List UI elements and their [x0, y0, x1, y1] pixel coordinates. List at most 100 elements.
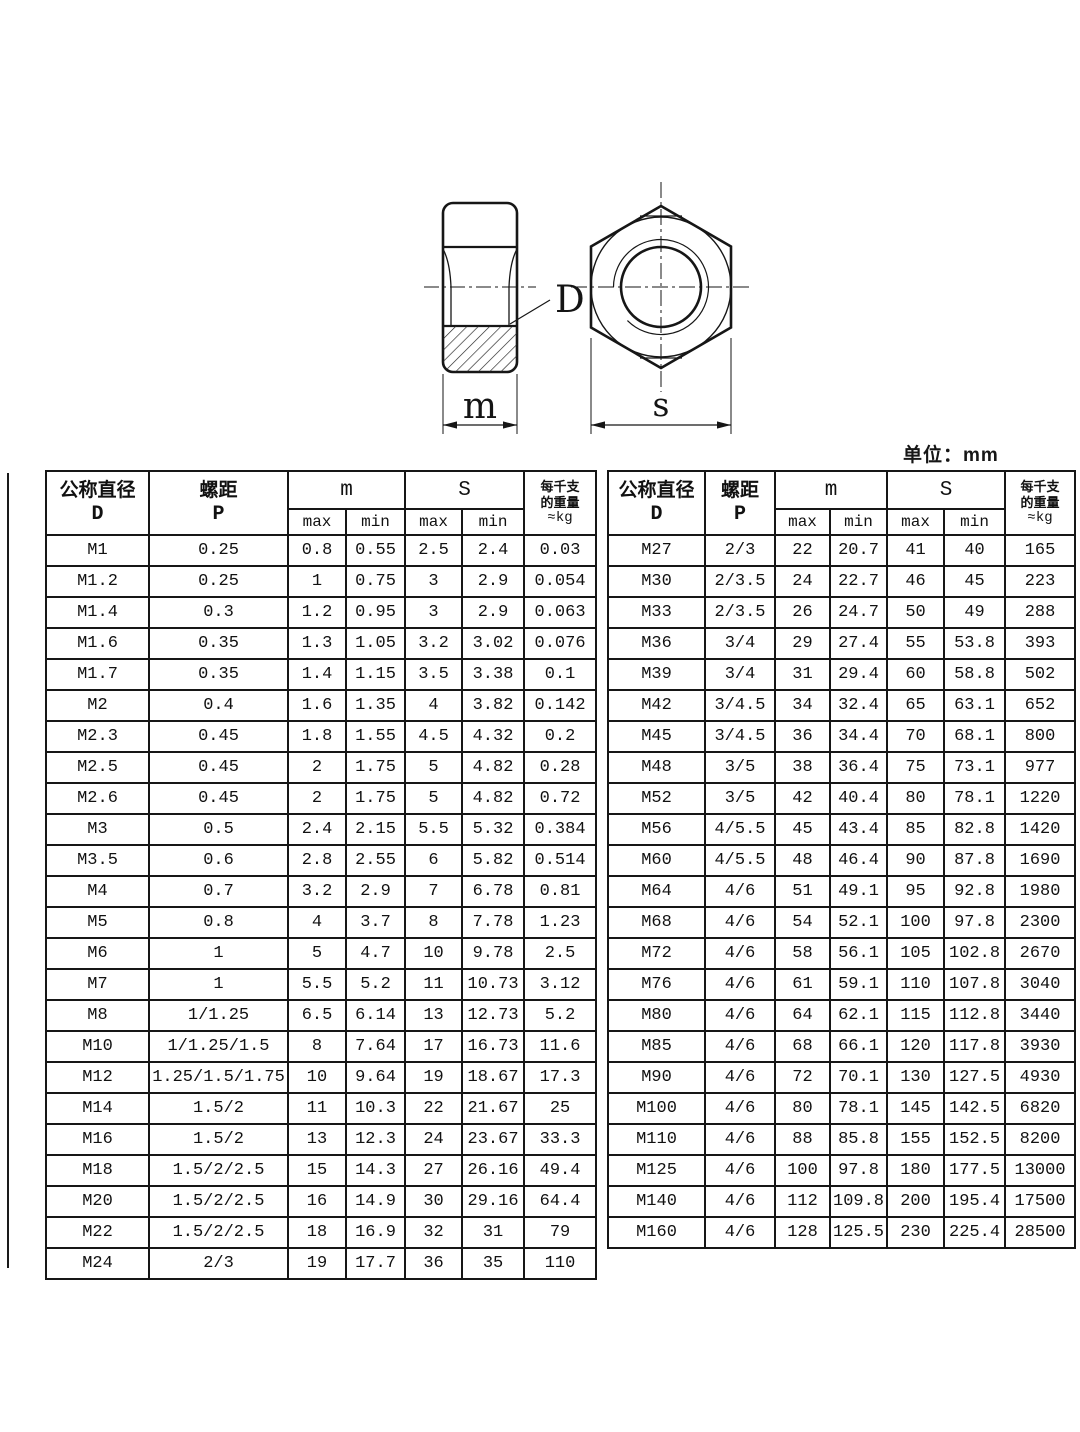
s-dimension — [590, 338, 732, 434]
spec-cell: 0.25 — [148, 565, 289, 598]
spec-cell: 2/3.5 — [704, 596, 776, 629]
spec-cell: 10.73 — [461, 968, 526, 1001]
spec-cell: M2.6 — [45, 782, 150, 815]
spec-cell: 1.5/2/2.5 — [148, 1216, 289, 1249]
spec-cell: 4.32 — [461, 720, 526, 753]
spec-cell: 36 — [404, 1247, 464, 1280]
spec-cell: 97.8 — [828, 1154, 889, 1187]
spec-cell: M30 — [607, 565, 706, 598]
col-header-diameter: 公称直径 D — [607, 470, 706, 536]
spec-cell: 0.063 — [523, 596, 598, 629]
spec-cell: 1420 — [1004, 813, 1077, 846]
spec-row: M36 3/4 29 27.4 55 53.8 393 — [607, 627, 1077, 660]
spec-cell: 3.02 — [461, 627, 526, 660]
col-header-diameter-cn: 公称直径 — [618, 480, 695, 502]
spec-cell: 21.67 — [461, 1092, 526, 1125]
spec-cell: 4/6 — [704, 906, 776, 939]
table-header: 公称直径 D 螺距 P m S 每千支 的重量 ≈kg max min max — [45, 470, 598, 536]
spec-cell: 9.64 — [344, 1061, 407, 1094]
spec-cell: 4/6 — [704, 1123, 776, 1156]
spec-cell: 4.82 — [461, 751, 526, 784]
col-header-weight-line2: 的重量 — [540, 494, 580, 510]
spec-cell: 5.82 — [461, 844, 526, 877]
spec-cell: 41 — [886, 534, 946, 567]
spec-cell: 107.8 — [943, 968, 1007, 1001]
spec-row: M18 1.5/2/2.5 15 14.3 27 26.16 49.4 — [45, 1154, 598, 1187]
spec-cell: 8 — [287, 1030, 347, 1063]
col-header-s-group: S — [886, 470, 1007, 510]
spec-cell: 65 — [886, 689, 946, 722]
col-header-s-min: min — [943, 508, 1007, 536]
spec-cell: 0.55 — [344, 534, 407, 567]
col-header-weight-unit: ≈kg — [547, 510, 573, 527]
spec-cell: M6 — [45, 937, 150, 970]
spec-row: M33 2/3.5 26 24.7 50 49 288 — [607, 596, 1077, 629]
spec-cell: 0.95 — [344, 596, 407, 629]
spec-cell: M1.2 — [45, 565, 150, 598]
spec-cell: 46.4 — [828, 844, 889, 877]
col-header-s-max: max — [886, 508, 946, 536]
spec-cell: 7 — [404, 875, 464, 908]
spec-cell: M7 — [45, 968, 150, 1001]
spec-cell: 3/4.5 — [704, 689, 776, 722]
spec-cell: 195.4 — [943, 1185, 1007, 1218]
spec-cell: 6 — [404, 844, 464, 877]
spec-cell: 70.1 — [828, 1061, 889, 1094]
spec-cell: M12 — [45, 1061, 150, 1094]
spec-cell: 56.1 — [828, 937, 889, 970]
spec-cell: 59.1 — [828, 968, 889, 1001]
spec-row: M6 1 5 4.7 10 9.78 2.5 — [45, 937, 598, 970]
spec-cell: M20 — [45, 1185, 150, 1218]
spec-row: M7 1 5.5 5.2 11 10.73 3.12 — [45, 968, 598, 1001]
spec-cell: 2 — [287, 782, 347, 815]
spec-cell: 5 — [287, 937, 347, 970]
spec-cell: 4.7 — [344, 937, 407, 970]
spec-cell: 1.05 — [344, 627, 407, 660]
spec-cell: 13 — [404, 999, 464, 1032]
spec-cell: M24 — [45, 1247, 150, 1280]
spec-cell: 4 — [404, 689, 464, 722]
spec-cell: 54 — [774, 906, 831, 939]
spec-cell: M110 — [607, 1123, 706, 1156]
col-header-pitch-cn: 螺距 — [720, 480, 759, 502]
spec-cell: M68 — [607, 906, 706, 939]
table-header: 公称直径 D 螺距 P m S 每千支 的重量 ≈kg max min max — [607, 470, 1077, 536]
spec-cell: 3/4 — [704, 658, 776, 691]
spec-cell: 82.8 — [943, 813, 1007, 846]
spec-cell: 2.9 — [344, 875, 407, 908]
spec-row: M140 4/6 112 109.8 200 195.4 17500 — [607, 1185, 1077, 1218]
spec-cell: 3.5 — [404, 658, 464, 691]
spec-cell: 142.5 — [943, 1092, 1007, 1125]
spec-cell: 42 — [774, 782, 831, 815]
m-dimension — [442, 374, 518, 434]
spec-cell: 4/6 — [704, 1216, 776, 1249]
spec-cell: 4/5.5 — [704, 844, 776, 877]
spec-cell: 53.8 — [943, 627, 1007, 660]
spec-cell: 17 — [404, 1030, 464, 1063]
spec-cell: 0.6 — [148, 844, 289, 877]
col-header-m-min: min — [828, 508, 889, 536]
spec-cell: M56 — [607, 813, 706, 846]
spec-cell: 17500 — [1004, 1185, 1077, 1218]
spec-cell: 4 — [287, 906, 347, 939]
spec-cell: M4 — [45, 875, 150, 908]
spec-cell: M36 — [607, 627, 706, 660]
spec-cell: 3 — [404, 596, 464, 629]
spec-cell: 2.9 — [461, 565, 526, 598]
page-border-rule — [7, 473, 9, 1268]
spec-row: M22 1.5/2/2.5 18 16.9 32 31 79 — [45, 1216, 598, 1249]
nut-front-view — [571, 182, 751, 392]
spec-cell: 1.25/1.5/1.75 — [148, 1061, 289, 1094]
spec-row: M16 1.5/2 13 12.3 24 23.67 33.3 — [45, 1123, 598, 1156]
spec-row: M1.4 0.3 1.2 0.95 3 2.9 0.063 — [45, 596, 598, 629]
spec-cell: 80 — [774, 1092, 831, 1125]
col-header-m-max: max — [287, 508, 347, 536]
spec-cell: M27 — [607, 534, 706, 567]
spec-cell: 7.78 — [461, 906, 526, 939]
spec-cell: 88 — [774, 1123, 831, 1156]
col-header-weight-unit: ≈kg — [1027, 510, 1053, 527]
spec-cell: M2 — [45, 689, 150, 722]
spec-cell: 3.12 — [523, 968, 598, 1001]
spec-cell: 0.3 — [148, 596, 289, 629]
